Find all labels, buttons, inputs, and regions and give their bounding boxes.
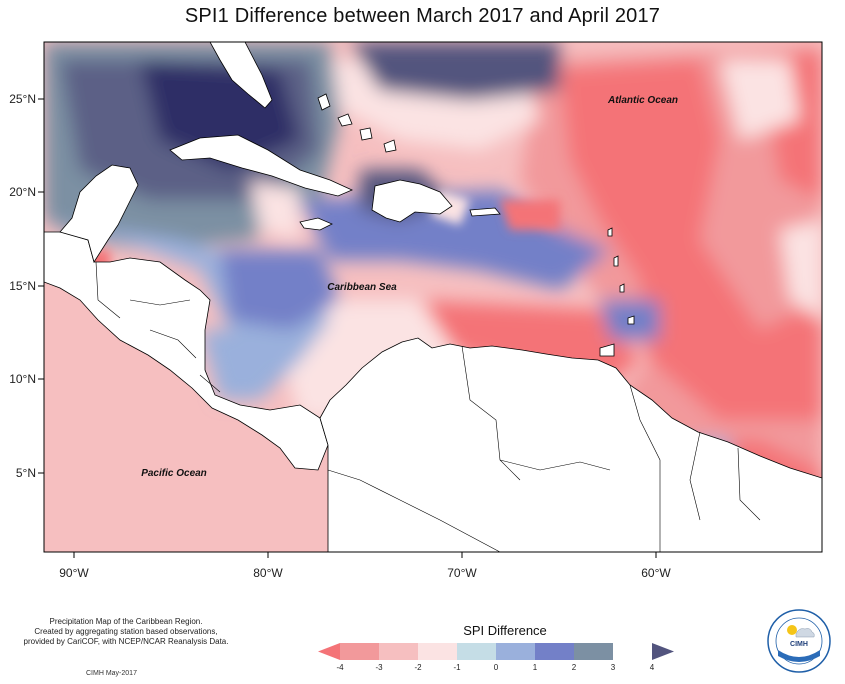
map-frame: [43, 41, 823, 553]
latitude-labels: 25°N 20°N 15°N 10°N 5°N: [9, 92, 36, 480]
footnote-line: Precipitation Map of the Caribbean Regio…: [49, 617, 203, 626]
footnote: Precipitation Map of the Caribbean Regio…: [12, 617, 240, 647]
legend-swatch: [340, 643, 379, 660]
legend-swatch: [418, 643, 457, 660]
landmass: [44, 42, 822, 552]
legend-tick-label: -2: [414, 663, 422, 672]
legend-swatch: [379, 643, 418, 660]
caribbean-sea-label: Caribbean Sea: [327, 282, 397, 293]
lat-label-10n: 10°N: [9, 372, 36, 386]
pacific-ocean-label: Pacific Ocean: [141, 468, 207, 479]
legend-colorbar: [318, 643, 674, 660]
lon-label-90w: 90°W: [59, 566, 89, 580]
lat-label-20n: 20°N: [9, 185, 36, 199]
legend-swatch: [652, 643, 674, 660]
spi-field: [44, 42, 822, 552]
cimh-logo: CIMH: [767, 609, 831, 673]
sun-icon: [787, 625, 797, 635]
footnote-line: Created by aggregating station based obs…: [34, 627, 218, 636]
legend-tick-labels: -4 -3 -2 -1 0 1 2 3 4: [336, 663, 654, 672]
legend-tick-label: 3: [611, 663, 616, 672]
legend-swatch: [457, 643, 496, 660]
lat-label-5n: 5°N: [16, 466, 36, 480]
legend-tick-label: -3: [375, 663, 383, 672]
legend-tick-label: 1: [533, 663, 538, 672]
legend-swatch: [535, 643, 574, 660]
lat-label-15n: 15°N: [9, 279, 36, 293]
legend-tick-label: -1: [453, 663, 461, 672]
footnote-line: provided by CariCOF, with NCEP/NCAR Rean…: [23, 637, 229, 646]
country-borders: [95, 261, 761, 552]
legend-swatch: [318, 643, 340, 660]
map-title: SPI1 Difference between March 2017 and A…: [184, 5, 661, 27]
logo-text: CIMH: [790, 641, 808, 648]
legend-title: SPI Difference: [463, 623, 547, 638]
legend-swatch: [496, 643, 535, 660]
legend-tick-label: 4: [650, 663, 655, 672]
lon-label-60w: 60°W: [641, 566, 671, 580]
cloud-icon: [795, 628, 815, 638]
credit-text: CIMH May-2017: [86, 670, 137, 677]
legend-tick-label: 0: [494, 663, 499, 672]
legend-tick-label: -4: [336, 663, 344, 672]
lon-label-70w: 70°W: [447, 566, 477, 580]
lat-label-25n: 25°N: [9, 92, 36, 106]
atlantic-ocean-label: Atlantic Ocean: [607, 95, 678, 106]
longitude-labels: 90°W 80°W 70°W 60°W: [59, 566, 671, 580]
lon-label-80w: 80°W: [253, 566, 283, 580]
axis-ticks: [38, 98, 657, 558]
legend-swatch: [574, 643, 613, 660]
legend-tick-label: 2: [572, 663, 577, 672]
